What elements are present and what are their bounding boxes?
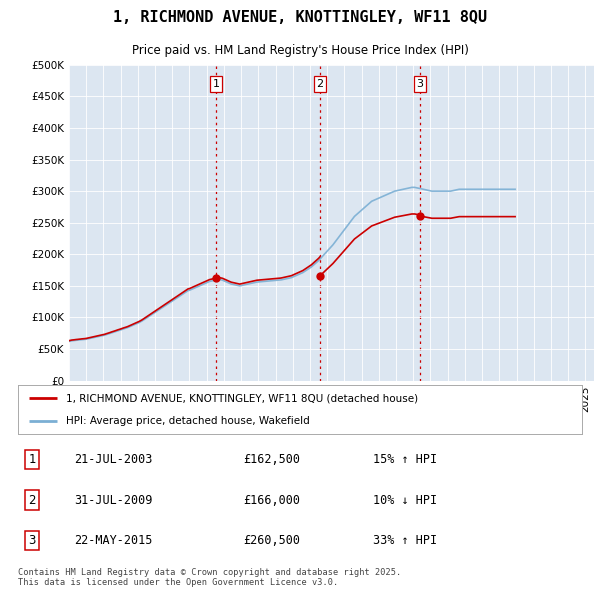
Text: 1: 1	[28, 453, 36, 466]
Text: Contains HM Land Registry data © Crown copyright and database right 2025.
This d: Contains HM Land Registry data © Crown c…	[18, 568, 401, 587]
Text: 15% ↑ HPI: 15% ↑ HPI	[373, 453, 437, 466]
Text: Price paid vs. HM Land Registry's House Price Index (HPI): Price paid vs. HM Land Registry's House …	[131, 44, 469, 57]
Text: 21-JUL-2003: 21-JUL-2003	[74, 453, 153, 466]
Text: HPI: Average price, detached house, Wakefield: HPI: Average price, detached house, Wake…	[66, 415, 310, 425]
Text: 2: 2	[316, 79, 323, 89]
Text: 3: 3	[416, 79, 424, 89]
Text: 1, RICHMOND AVENUE, KNOTTINGLEY, WF11 8QU: 1, RICHMOND AVENUE, KNOTTINGLEY, WF11 8Q…	[113, 10, 487, 25]
Text: 2: 2	[28, 493, 36, 507]
Text: 1: 1	[212, 79, 220, 89]
Text: 31-JUL-2009: 31-JUL-2009	[74, 493, 153, 507]
Text: 1, RICHMOND AVENUE, KNOTTINGLEY, WF11 8QU (detached house): 1, RICHMOND AVENUE, KNOTTINGLEY, WF11 8Q…	[66, 394, 418, 404]
Text: 33% ↑ HPI: 33% ↑ HPI	[373, 534, 437, 547]
Text: 10% ↓ HPI: 10% ↓ HPI	[373, 493, 437, 507]
Text: £260,500: £260,500	[244, 534, 301, 547]
Text: 3: 3	[28, 534, 36, 547]
Text: 22-MAY-2015: 22-MAY-2015	[74, 534, 153, 547]
Text: £162,500: £162,500	[244, 453, 301, 466]
Text: £166,000: £166,000	[244, 493, 301, 507]
